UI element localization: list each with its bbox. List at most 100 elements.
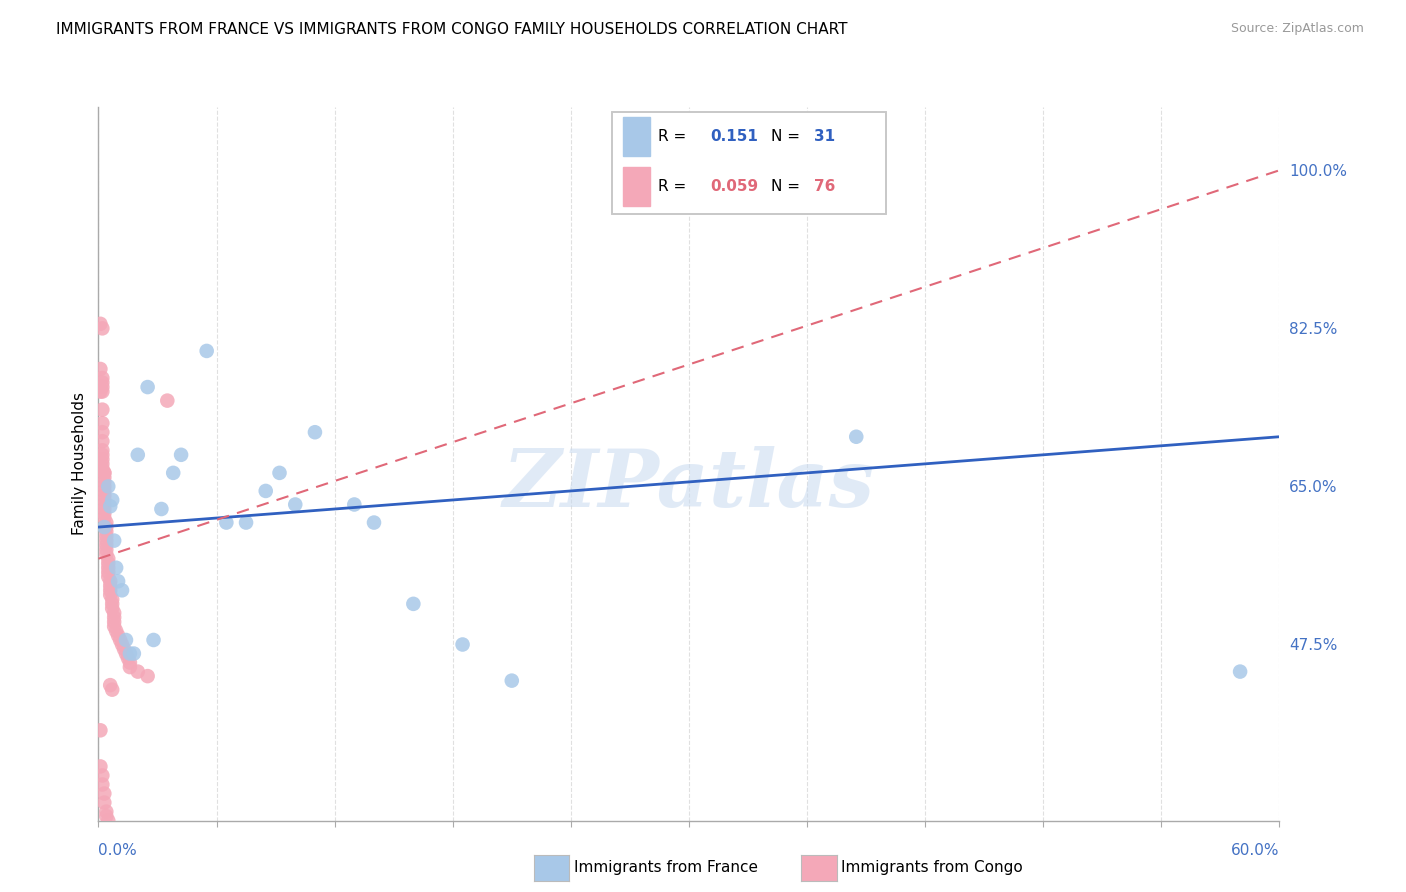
Text: Source: ZipAtlas.com: Source: ZipAtlas.com (1230, 22, 1364, 36)
Point (103, 619, 125, 633)
Point (115, 632, 138, 647)
Point (103, 606, 125, 620)
Text: 76: 76 (814, 179, 837, 194)
Point (103, 615, 125, 629)
Point (91, 457, 114, 471)
Point (91, 402, 114, 417)
Point (108, 632, 131, 647)
Point (91, 380, 114, 394)
Point (101, 493, 124, 508)
Text: 0.151: 0.151 (710, 128, 758, 144)
Point (89, 317, 111, 331)
Point (115, 647, 138, 661)
Point (91, 443, 114, 458)
Point (215, 516, 238, 530)
Point (127, 448, 149, 462)
Point (1229, 665, 1251, 679)
Text: 0.059: 0.059 (710, 179, 758, 194)
Point (93, 511, 115, 525)
Point (98, 588, 121, 602)
Point (98, 583, 121, 598)
Point (97, 814, 120, 828)
Point (93, 502, 115, 516)
Point (142, 632, 165, 647)
Point (501, 673, 523, 688)
Point (254, 483, 277, 498)
Point (96, 533, 118, 548)
Text: ZIPatlas: ZIPatlas (503, 447, 875, 524)
Point (107, 628, 129, 642)
Point (93, 475, 115, 489)
Point (93, 479, 115, 493)
Point (98, 574, 121, 589)
Point (269, 466, 291, 480)
Point (97, 556, 120, 570)
Point (96, 529, 118, 543)
Point (91, 416, 114, 430)
Point (343, 498, 366, 512)
Point (93, 470, 115, 484)
Point (93, 507, 115, 521)
Point (96, 524, 118, 539)
Point (91, 448, 114, 462)
Bar (623, 117, 650, 155)
Point (118, 656, 141, 670)
Point (101, 597, 124, 611)
Point (170, 448, 193, 462)
Point (150, 502, 173, 516)
Point (111, 638, 134, 652)
Text: 0.0%: 0.0% (98, 843, 138, 858)
Point (96, 520, 118, 534)
Point (105, 560, 128, 574)
Point (91, 452, 114, 467)
Point (304, 425, 326, 440)
Point (97, 566, 120, 580)
Y-axis label: Family Households: Family Households (72, 392, 87, 535)
Point (96, 538, 118, 552)
Point (122, 647, 145, 661)
Point (89, 384, 111, 399)
Text: R =: R = (658, 128, 686, 144)
Point (93, 488, 115, 502)
Point (91, 461, 114, 475)
Point (93, 483, 115, 498)
Point (97, 551, 120, 566)
Point (89, 362, 111, 376)
Point (93, 787, 115, 801)
Point (235, 516, 257, 530)
Point (451, 638, 474, 652)
Point (101, 682, 124, 697)
Point (91, 777, 114, 791)
Point (127, 665, 149, 679)
Point (103, 610, 125, 624)
Point (105, 624, 128, 638)
Point (402, 597, 425, 611)
Point (91, 371, 114, 385)
Point (97, 479, 120, 493)
Point (91, 321, 114, 335)
Point (93, 498, 115, 512)
Point (91, 768, 114, 782)
Point (96, 809, 118, 823)
Text: Immigrants from Congo: Immigrants from Congo (841, 861, 1022, 875)
Point (107, 574, 129, 589)
Point (284, 498, 307, 512)
Point (93, 493, 115, 508)
Point (96, 516, 118, 530)
Point (93, 466, 115, 480)
Text: R =: R = (658, 179, 686, 194)
Text: N =: N = (770, 128, 800, 144)
Point (98, 678, 121, 692)
Point (96, 547, 118, 561)
Point (97, 570, 120, 584)
Point (118, 660, 141, 674)
Point (91, 434, 114, 449)
Point (117, 651, 139, 665)
Point (89, 759, 111, 773)
Point (93, 520, 115, 534)
Point (96, 805, 118, 819)
Point (112, 642, 135, 657)
Point (136, 380, 159, 394)
Point (93, 796, 115, 810)
Point (101, 592, 124, 607)
